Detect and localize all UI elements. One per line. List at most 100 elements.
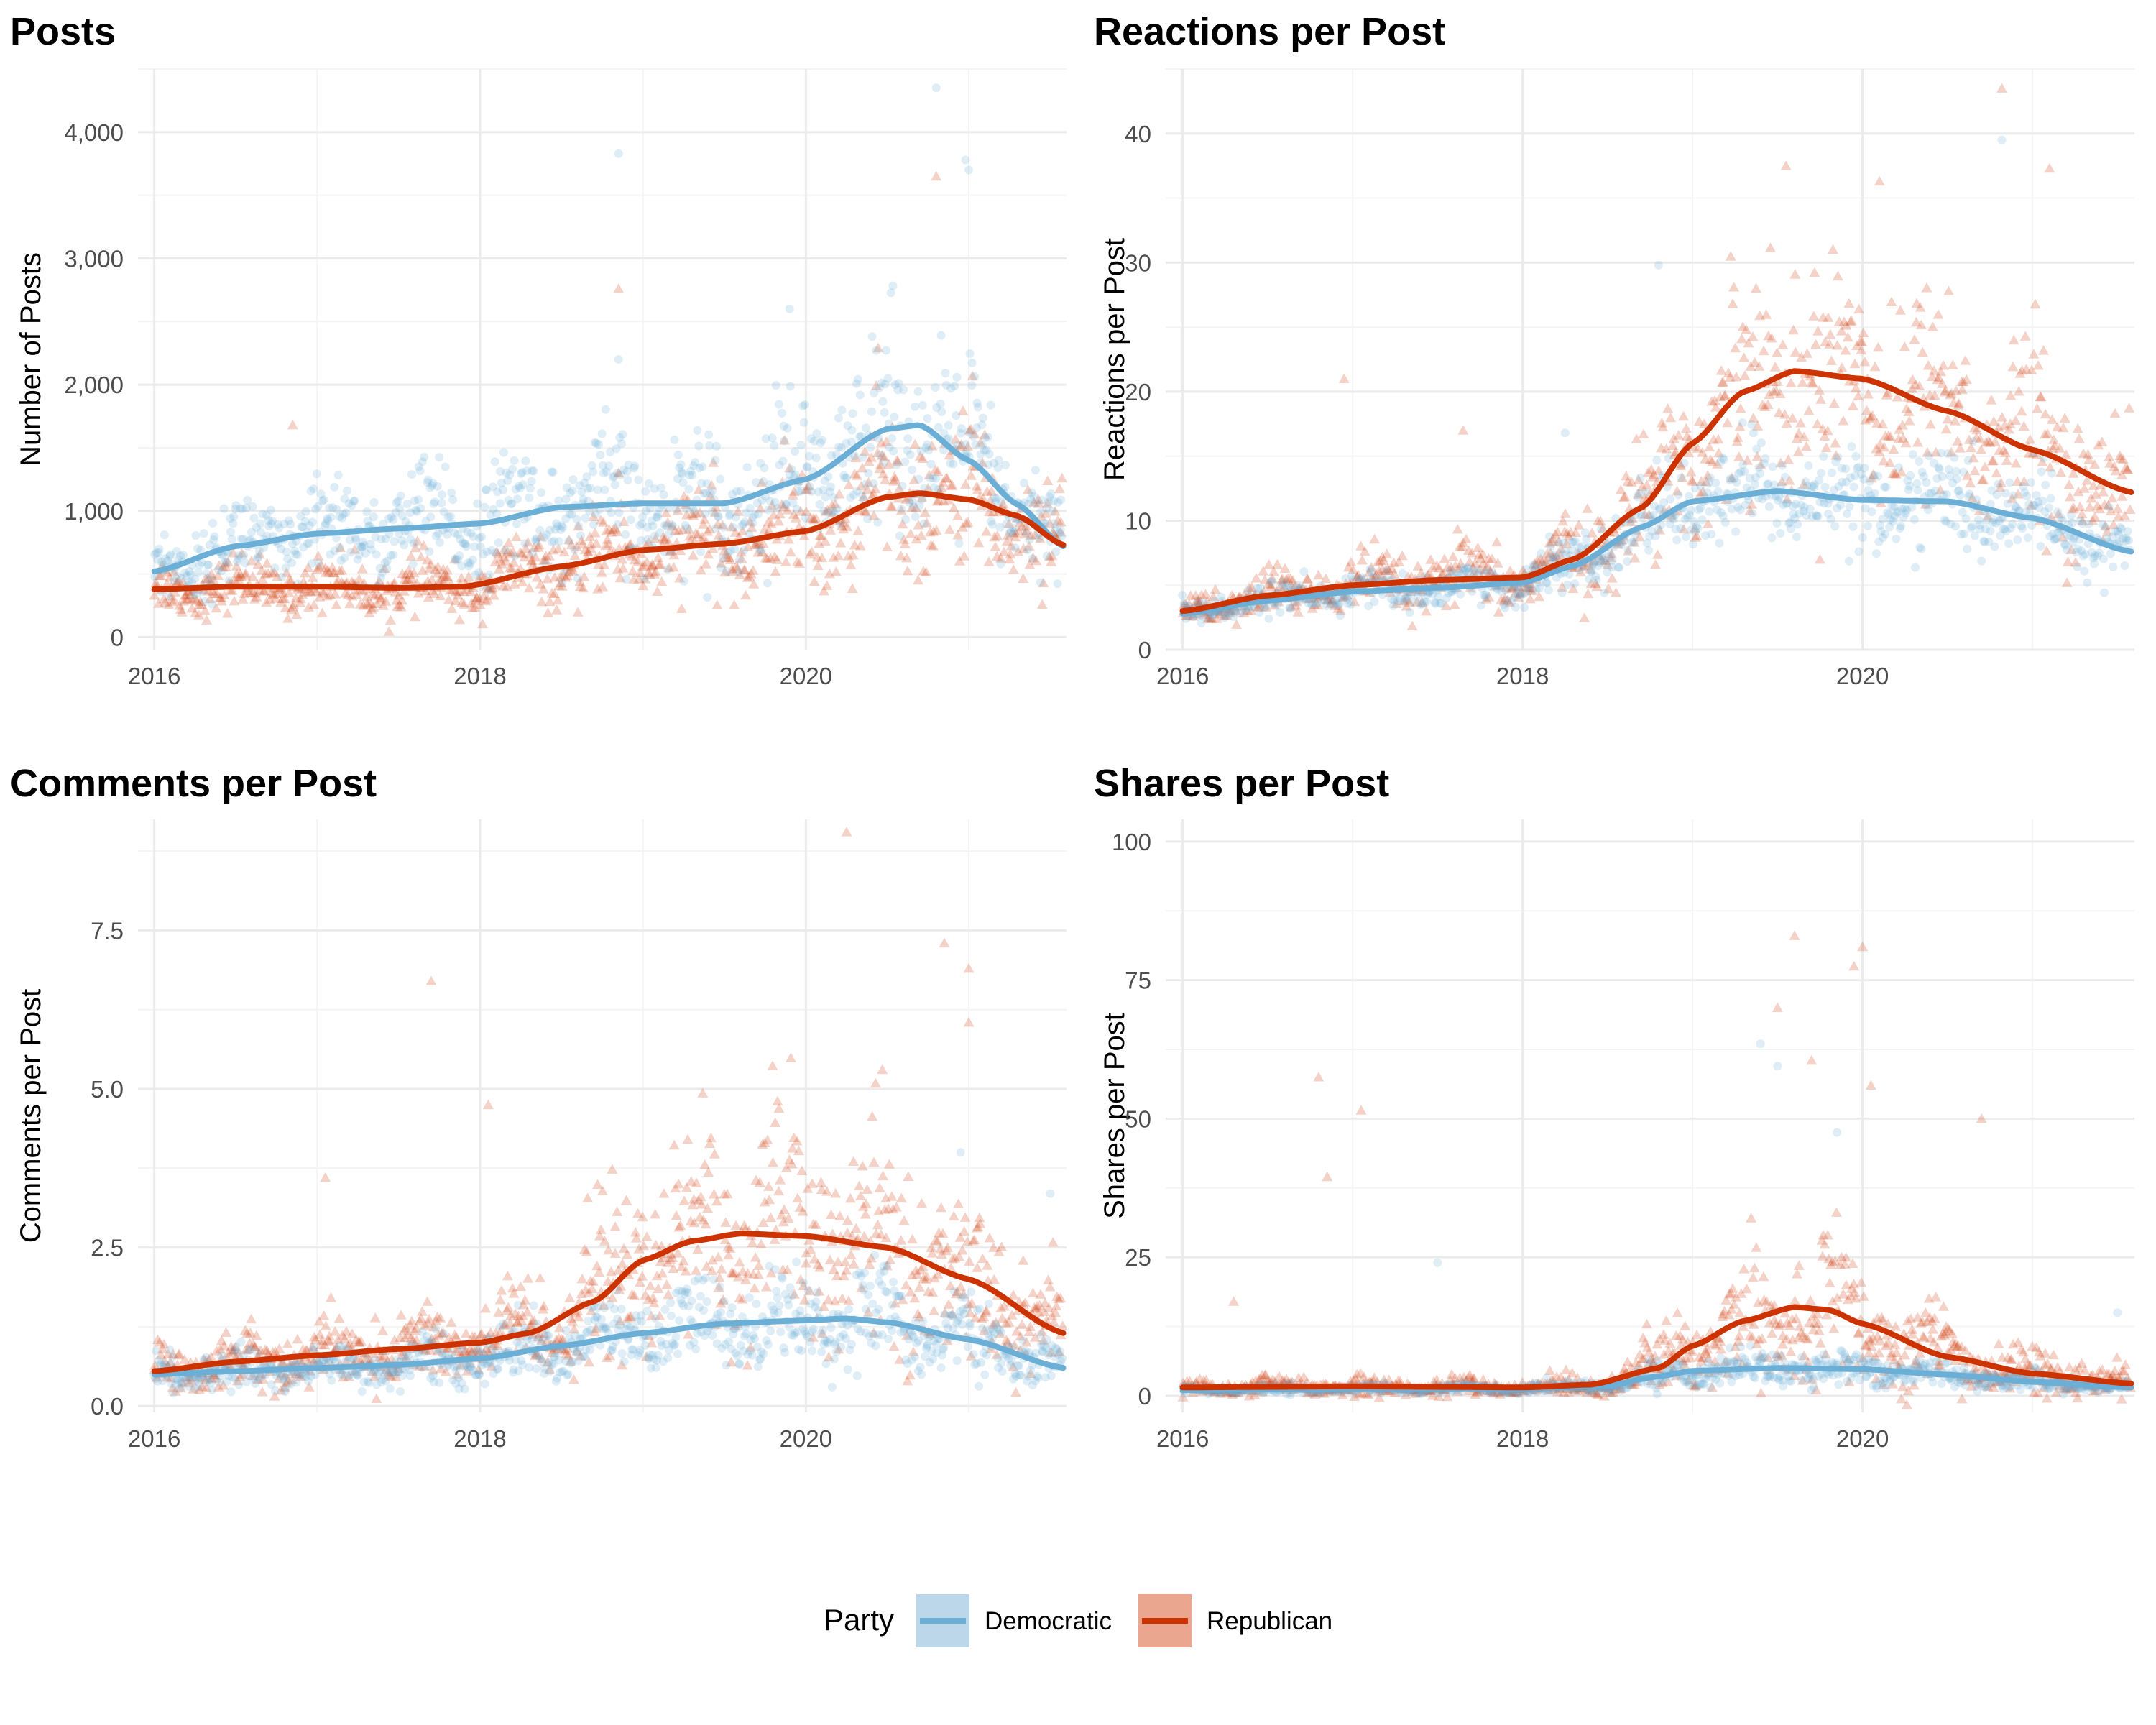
point-republican bbox=[950, 433, 962, 444]
point-republican bbox=[367, 588, 379, 599]
point-democratic bbox=[863, 515, 872, 523]
point-democratic bbox=[1545, 532, 1554, 541]
point-republican bbox=[474, 593, 485, 604]
point-republican bbox=[626, 551, 637, 561]
point-republican bbox=[691, 508, 702, 518]
point-republican bbox=[267, 589, 279, 599]
point-republican bbox=[584, 531, 596, 541]
point-democratic bbox=[236, 1337, 246, 1346]
point-democratic bbox=[520, 539, 530, 548]
point-democratic bbox=[384, 514, 394, 523]
point-republican bbox=[568, 566, 579, 576]
point-democratic bbox=[1711, 479, 1720, 487]
point-republican bbox=[953, 1198, 964, 1208]
point-democratic bbox=[799, 418, 808, 427]
point-democratic bbox=[248, 502, 257, 511]
point-democratic bbox=[375, 564, 384, 573]
point-democratic bbox=[1636, 473, 1645, 482]
point-democratic bbox=[369, 512, 378, 522]
point-republican bbox=[435, 590, 446, 600]
point-democratic bbox=[380, 558, 390, 567]
point-democratic bbox=[176, 551, 185, 561]
point-democratic bbox=[400, 540, 409, 550]
point-republican bbox=[755, 503, 766, 513]
point-republican bbox=[295, 597, 306, 607]
point-republican bbox=[650, 1208, 661, 1219]
point-democratic bbox=[1892, 534, 1901, 543]
point-republican bbox=[260, 569, 271, 579]
point-republican bbox=[209, 588, 221, 599]
point-democratic bbox=[429, 499, 438, 508]
point-republican bbox=[220, 561, 231, 571]
point-republican bbox=[788, 509, 799, 519]
point-democratic bbox=[824, 472, 833, 482]
x-tick-label: 2016 bbox=[128, 663, 180, 689]
point-republican bbox=[684, 530, 696, 541]
point-republican bbox=[538, 555, 549, 565]
point-republican bbox=[391, 595, 402, 605]
point-republican bbox=[426, 574, 438, 584]
point-republican bbox=[246, 555, 257, 566]
point-democratic bbox=[1827, 468, 1836, 477]
point-republican bbox=[237, 594, 249, 604]
point-democratic bbox=[703, 593, 712, 602]
point-democratic bbox=[1951, 522, 1960, 531]
point-republican bbox=[349, 544, 360, 554]
point-republican bbox=[515, 563, 526, 574]
point-democratic bbox=[447, 488, 456, 497]
point-democratic bbox=[1596, 525, 1606, 534]
point-democratic bbox=[160, 530, 169, 540]
point-republican bbox=[735, 546, 747, 557]
point-democratic bbox=[195, 1381, 204, 1390]
point-republican bbox=[637, 1271, 648, 1281]
point-republican bbox=[1761, 309, 1772, 319]
point-republican bbox=[408, 567, 420, 578]
point-republican bbox=[944, 449, 955, 460]
point-republican bbox=[1016, 1319, 1028, 1329]
data-points bbox=[149, 83, 1068, 636]
point-democratic bbox=[323, 514, 332, 523]
point-republican bbox=[598, 517, 609, 527]
point-republican bbox=[617, 563, 629, 573]
point-republican bbox=[279, 593, 290, 604]
y-tick-label: 7.5 bbox=[91, 917, 124, 944]
point-democratic bbox=[1986, 526, 1995, 535]
point-democratic bbox=[689, 506, 699, 515]
point-democratic bbox=[413, 507, 422, 516]
point-republican bbox=[502, 1270, 513, 1281]
point-republican bbox=[2032, 403, 2043, 413]
point-republican bbox=[954, 441, 966, 451]
point-democratic bbox=[1565, 569, 1574, 579]
point-republican bbox=[1940, 423, 1952, 434]
point-republican bbox=[1024, 559, 1036, 569]
point-democratic bbox=[774, 400, 783, 409]
point-republican bbox=[918, 566, 929, 576]
point-republican bbox=[1727, 298, 1738, 308]
point-democratic bbox=[298, 523, 308, 532]
point-democratic bbox=[1570, 579, 1580, 589]
y-axis-label: Number of Posts bbox=[15, 252, 47, 466]
point-democratic bbox=[949, 459, 958, 469]
point-democratic bbox=[898, 482, 907, 491]
point-republican bbox=[1943, 285, 1955, 295]
point-republican bbox=[551, 604, 562, 615]
point-republican bbox=[891, 454, 903, 465]
point-republican bbox=[847, 583, 858, 593]
point-democratic bbox=[1398, 569, 1407, 578]
point-republican bbox=[420, 585, 431, 596]
point-democratic bbox=[226, 1387, 236, 1397]
point-republican bbox=[2063, 479, 2075, 489]
point-republican bbox=[1023, 540, 1035, 551]
point-republican bbox=[234, 569, 246, 579]
point-democratic bbox=[1881, 482, 1891, 492]
point-republican bbox=[916, 530, 927, 540]
point-democratic bbox=[527, 477, 536, 486]
point-republican bbox=[1356, 555, 1368, 565]
point-republican bbox=[540, 554, 551, 565]
point-republican bbox=[413, 588, 424, 598]
point-republican bbox=[356, 564, 368, 574]
point-democratic bbox=[596, 451, 605, 459]
point-republican bbox=[444, 584, 456, 595]
point-republican bbox=[409, 611, 420, 622]
point-republican bbox=[862, 484, 873, 494]
